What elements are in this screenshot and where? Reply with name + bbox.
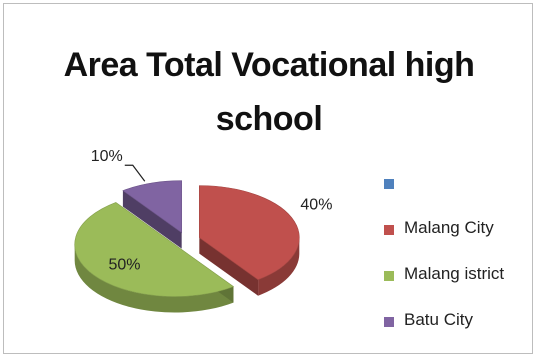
slice-cut-malang-city-1 [199, 237, 259, 296]
slice-side-malang-istrict [74, 244, 234, 313]
slice-side-malang-city [258, 237, 300, 296]
legend-swatch-malang-istrict [384, 271, 394, 281]
legend-label-malang-istrict: Malang istrict [404, 264, 505, 283]
legend-item-malang-istrict: Malang istrict [382, 260, 532, 306]
chart-legend: Malang City Malang istrict Batu City [382, 168, 532, 352]
legend-item-malang-city: Malang City [382, 214, 532, 260]
chart-frame [3, 3, 533, 354]
legend-label-malang-city: Malang City [404, 218, 494, 237]
pie-slice-batu-city [122, 180, 182, 234]
legend-item-1 [382, 168, 532, 214]
legend-label-batu-city: Batu City [404, 310, 473, 329]
leader-line-batu-city [124, 164, 146, 182]
data-label-malang-istrict: 50% [108, 256, 140, 273]
data-label-batu-city: 10% [91, 148, 123, 165]
chart-title-line-2: school [215, 100, 323, 138]
pie-slice-malang-istrict [74, 202, 235, 297]
legend-swatch-batu-city [384, 317, 394, 327]
data-label-malang-city: 40% [300, 197, 332, 214]
legend-item-batu-city: Batu City [382, 306, 532, 352]
chart-title-line-1: Area Total Vocational high [63, 46, 475, 84]
legend-swatch-1 [384, 179, 394, 189]
pie-slice-malang-city [199, 185, 300, 281]
slice-cut-batu-city-0 [122, 190, 182, 249]
chart-title: Area Total Vocational high school [0, 38, 538, 146]
legend-swatch-malang-city [384, 225, 394, 235]
